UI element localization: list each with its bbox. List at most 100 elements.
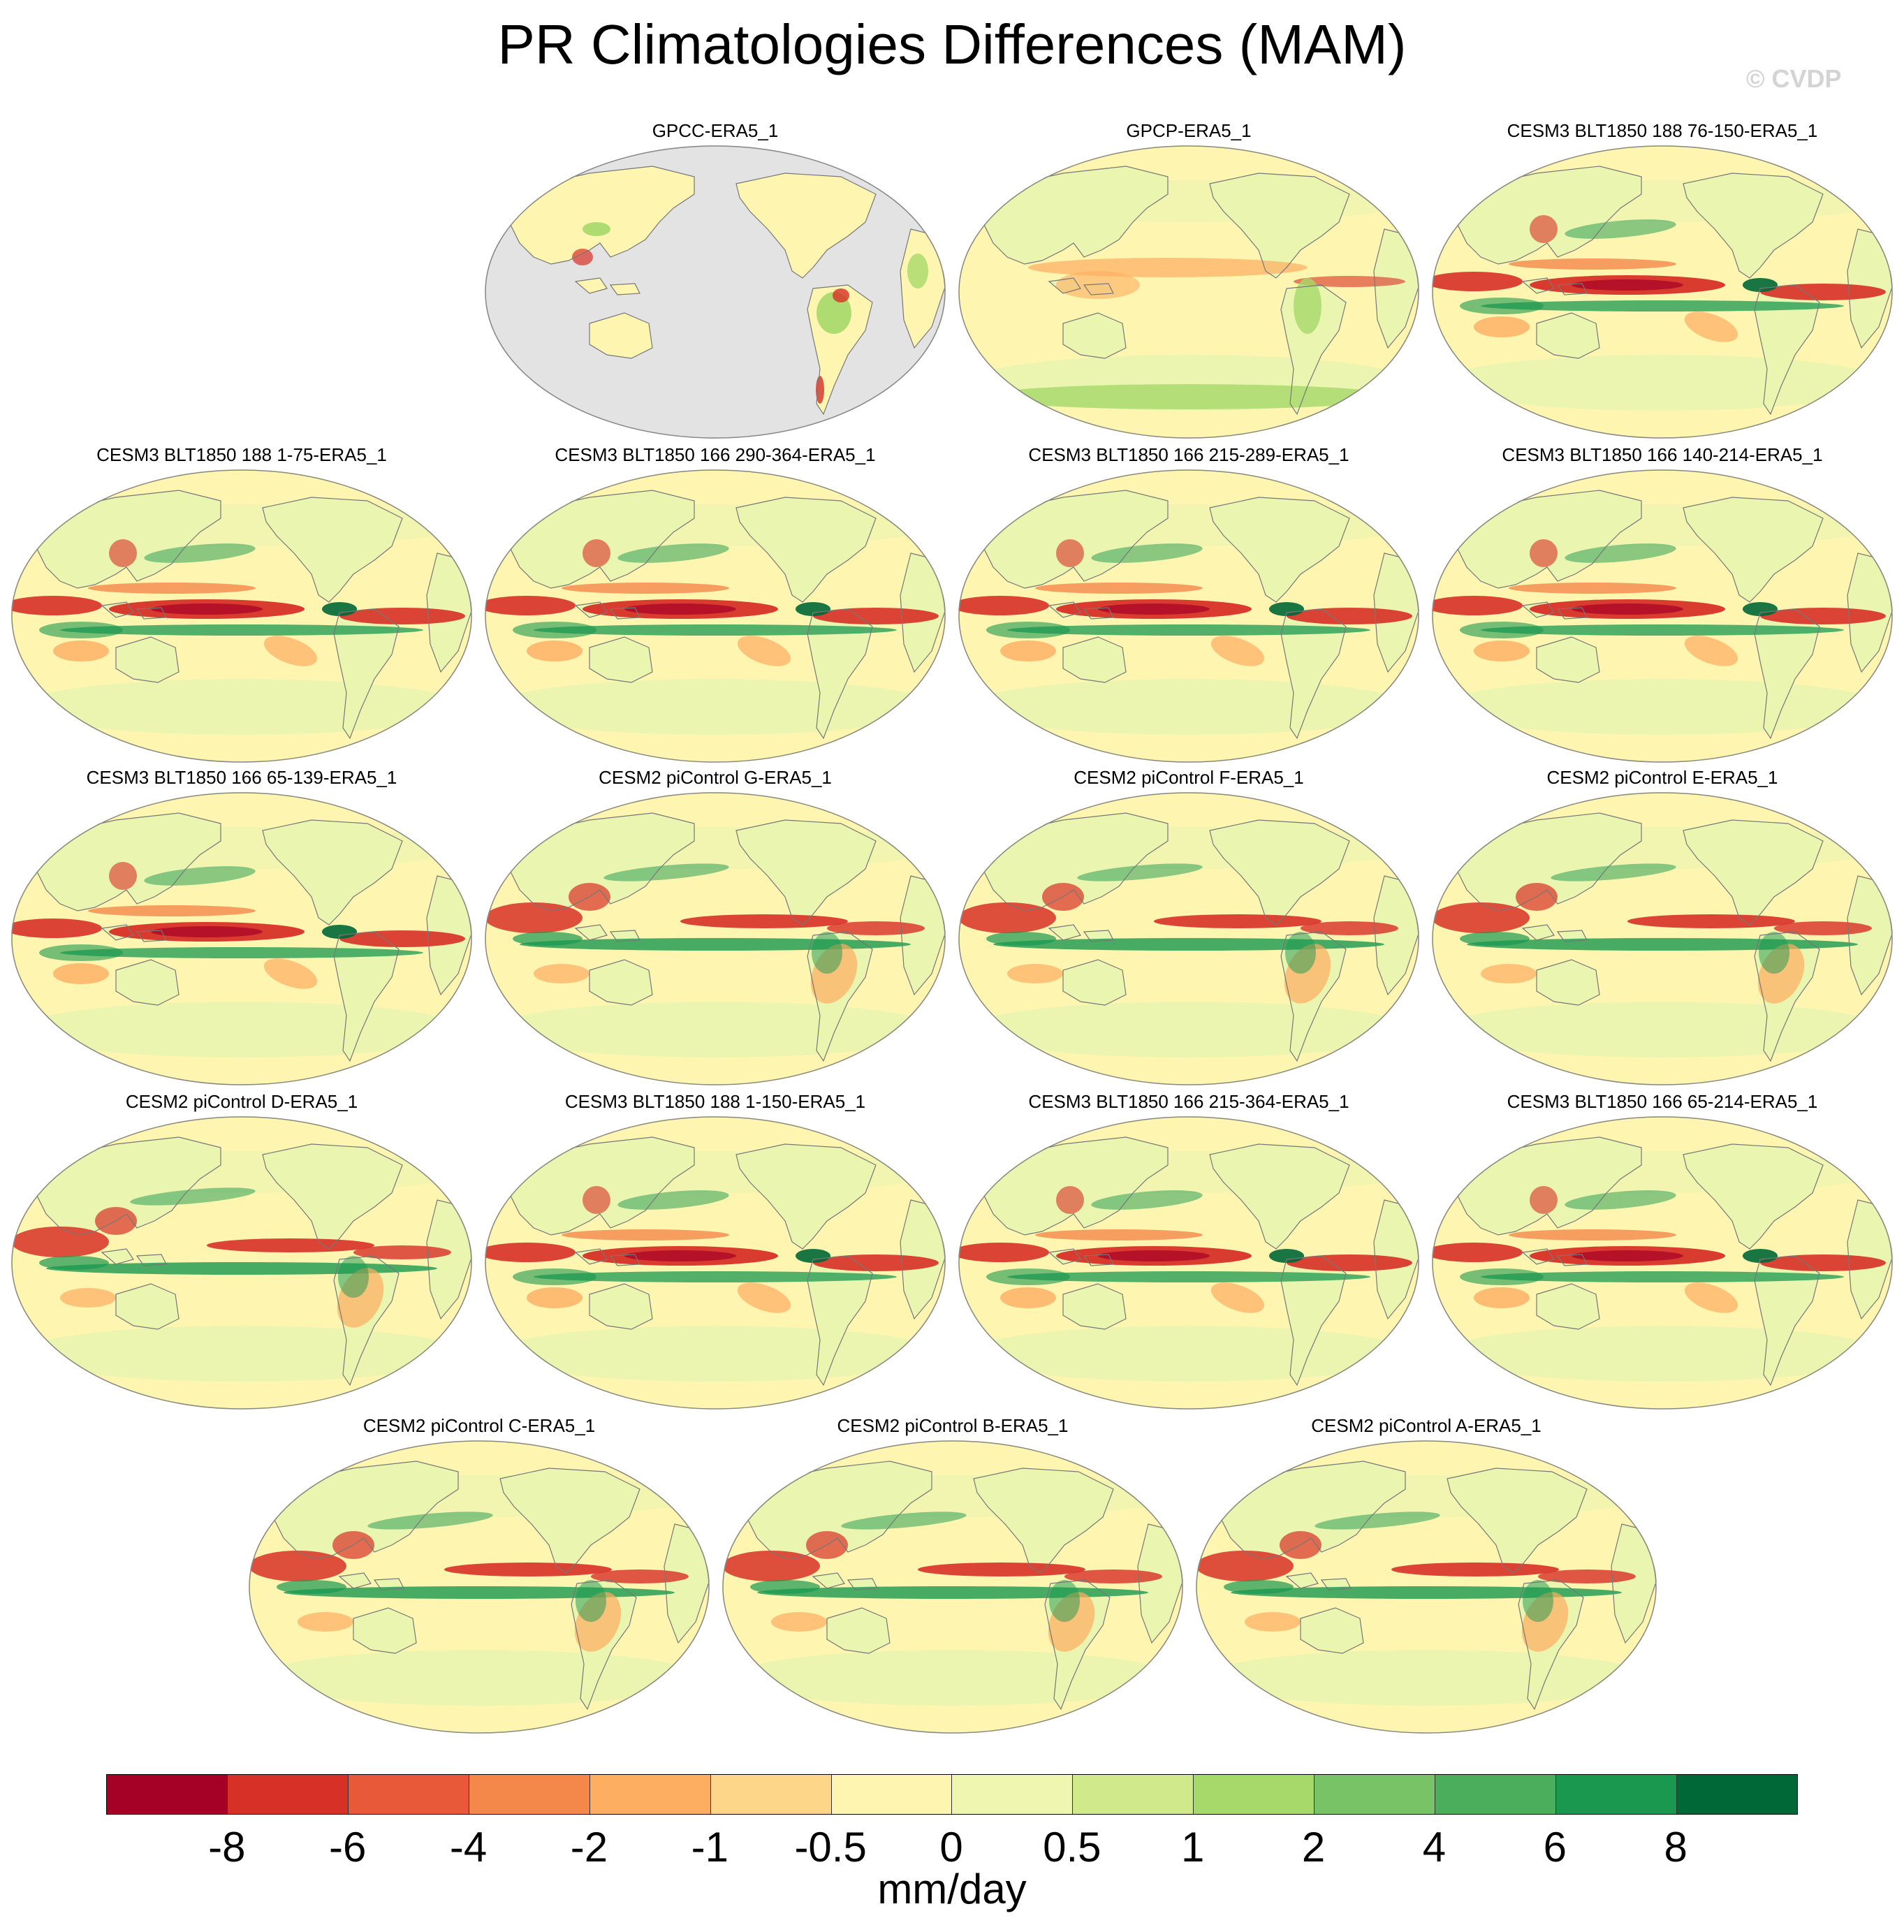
map-panel: GPCP-ERA5_1	[955, 120, 1422, 441]
colorbar-box	[1315, 1775, 1436, 1814]
colorbar-box	[1676, 1775, 1797, 1814]
world-map	[249, 1440, 710, 1734]
map-frame	[249, 1440, 710, 1734]
world-map	[1432, 469, 1893, 763]
world-map	[1432, 792, 1893, 1085]
colorbar-tick-label: 1	[1181, 1824, 1205, 1871]
map-panel: CESM3 BLT1850 188 1-75-ERA5_1	[8, 444, 475, 766]
map-panel: CESM2 piControl A-ERA5_1	[1193, 1415, 1660, 1736]
map-frame	[1432, 469, 1893, 763]
colorbar-tick-label: -4	[449, 1824, 488, 1871]
world-map	[485, 1116, 946, 1410]
world-map	[11, 792, 472, 1085]
colorbar-tick-label: 6	[1543, 1824, 1567, 1871]
world-map	[722, 1440, 1183, 1734]
colorbar-box	[107, 1775, 228, 1814]
map-frame	[958, 1116, 1419, 1410]
map-panel: CESM3 BLT1850 166 140-214-ERA5_1	[1429, 444, 1896, 766]
colorbar-units: mm/day	[877, 1866, 1027, 1912]
map-frame	[1432, 1116, 1893, 1410]
map-panel: CESM2 piControl G-ERA5_1	[482, 767, 949, 1088]
world-map	[11, 469, 472, 763]
map-panel: CESM3 BLT1850 166 215-364-ERA5_1	[955, 1091, 1422, 1412]
map-frame	[11, 469, 472, 763]
colorbar-box	[589, 1775, 711, 1814]
map-frame	[958, 792, 1419, 1085]
map-panel: CESM3 BLT1850 166 215-289-ERA5_1	[955, 444, 1422, 766]
colorbar-box	[348, 1775, 469, 1814]
panel-title: CESM3 BLT1850 166 215-364-ERA5_1	[1028, 1091, 1349, 1112]
panel-title: CESM2 piControl D-ERA5_1	[125, 1091, 358, 1112]
world-map	[485, 469, 946, 763]
map-panel: CESM3 BLT1850 188 1-150-ERA5_1	[482, 1091, 949, 1412]
world-map	[1432, 1116, 1893, 1410]
map-frame	[485, 469, 946, 763]
colorbar-box	[1073, 1775, 1194, 1814]
world-map	[958, 1116, 1419, 1410]
panel-title: CESM2 piControl G-ERA5_1	[599, 767, 832, 788]
panel-title: CESM3 BLT1850 166 140-214-ERA5_1	[1502, 444, 1823, 465]
map-frame	[958, 145, 1419, 439]
panel-title: CESM2 piControl F-ERA5_1	[1074, 767, 1304, 788]
colorbar	[106, 1774, 1798, 1815]
map-panel: CESM3 BLT1850 166 65-214-ERA5_1	[1429, 1091, 1896, 1412]
colorbar-box	[1194, 1775, 1315, 1814]
world-map	[485, 792, 946, 1085]
colorbar-tick-label: 0.5	[1043, 1824, 1101, 1871]
colorbar-tick-label: -8	[208, 1824, 246, 1871]
colorbar-tick-label: 0	[939, 1824, 963, 1871]
panel-title: CESM3 BLT1850 188 1-150-ERA5_1	[564, 1091, 866, 1112]
colorbar-tick-label: -0.5	[794, 1824, 867, 1871]
panel-title: CESM2 piControl C-ERA5_1	[363, 1415, 596, 1436]
panel-title: CESM3 BLT1850 166 65-139-ERA5_1	[86, 767, 397, 788]
colorbar-box	[227, 1775, 349, 1814]
world-map	[958, 792, 1419, 1085]
map-panel: CESM3 BLT1850 188 76-150-ERA5_1	[1429, 120, 1896, 441]
panel-title: CESM2 piControl E-ERA5_1	[1546, 767, 1778, 788]
colorbar-box	[1435, 1775, 1557, 1814]
panel-title: GPCC-ERA5_1	[652, 120, 779, 141]
map-panel: CESM2 piControl D-ERA5_1	[8, 1091, 475, 1412]
colorbar-tick-label: -6	[329, 1824, 367, 1871]
panel-title: CESM2 piControl A-ERA5_1	[1311, 1415, 1541, 1436]
colorbar-tick-label: -2	[570, 1824, 608, 1871]
map-frame	[1196, 1440, 1657, 1734]
map-frame	[1432, 792, 1893, 1085]
map-panel: CESM3 BLT1850 166 65-139-ERA5_1	[8, 767, 475, 1088]
colorbar-box	[710, 1775, 832, 1814]
colorbar-box	[1556, 1775, 1677, 1814]
copyright-label: © CVDP	[1746, 64, 1842, 93]
world-map	[1432, 145, 1893, 439]
map-panel: CESM2 piControl F-ERA5_1	[955, 767, 1422, 1088]
map-panel: CESM2 piControl E-ERA5_1	[1429, 767, 1896, 1088]
map-frame	[485, 1116, 946, 1410]
map-frame	[1432, 145, 1893, 439]
panel-title: CESM3 BLT1850 166 290-364-ERA5_1	[555, 444, 876, 465]
colorbar-tick-label: 4	[1422, 1824, 1447, 1871]
map-frame	[958, 469, 1419, 763]
map-frame	[11, 1116, 472, 1410]
world-map	[485, 145, 946, 439]
page-title: PR Climatologies Differences (MAM)	[497, 13, 1407, 75]
world-map	[1196, 1440, 1657, 1734]
map-panel: CESM3 BLT1850 166 290-364-ERA5_1	[482, 444, 949, 766]
world-map	[958, 145, 1419, 439]
map-panel: CESM2 piControl C-ERA5_1	[246, 1415, 712, 1736]
panel-title: CESM3 BLT1850 166 65-214-ERA5_1	[1507, 1091, 1818, 1112]
panel-title: CESM3 BLT1850 188 1-75-ERA5_1	[96, 444, 387, 465]
map-panel: CESM2 piControl B-ERA5_1	[719, 1415, 1186, 1736]
colorbar-box	[952, 1775, 1074, 1814]
map-frame	[485, 792, 946, 1085]
colorbar-box	[831, 1775, 953, 1814]
map-frame	[11, 792, 472, 1085]
world-map	[11, 1116, 472, 1410]
map-frame	[722, 1440, 1183, 1734]
colorbar-tick-label: 8	[1664, 1824, 1687, 1871]
panel-title: GPCP-ERA5_1	[1126, 120, 1252, 141]
panel-title: CESM2 piControl B-ERA5_1	[837, 1415, 1069, 1436]
panel-title: CESM3 BLT1850 166 215-289-ERA5_1	[1028, 444, 1349, 465]
colorbar-box	[469, 1775, 590, 1814]
panel-title: CESM3 BLT1850 188 76-150-ERA5_1	[1507, 120, 1818, 141]
colorbar-tick-label: 2	[1301, 1824, 1326, 1871]
world-map	[958, 469, 1419, 763]
